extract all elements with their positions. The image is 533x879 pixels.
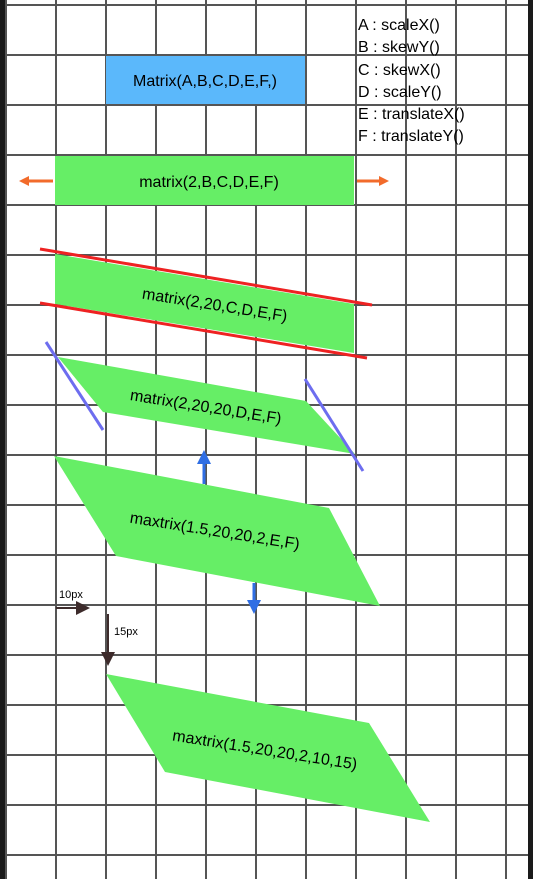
legend-item-c: C : skewX() bbox=[358, 62, 441, 79]
skew-x-right-line bbox=[303, 378, 365, 472]
offset-x-label: 10px bbox=[59, 589, 83, 601]
scale-x-label: matrix(2,B,C,D,E,F) bbox=[139, 174, 279, 191]
offset-x-indicator: 10px bbox=[56, 589, 90, 615]
scale-x-rect bbox=[55, 156, 354, 205]
skew-y-bottom-line bbox=[39, 301, 368, 360]
legend-item-f: F : translateY() bbox=[358, 128, 464, 145]
legend-item-a: A : scaleX() bbox=[358, 17, 440, 34]
skew-y-shape bbox=[55, 254, 354, 353]
skew-x-left-line bbox=[44, 341, 105, 431]
legend-item-e: E : translateX() bbox=[358, 106, 465, 123]
offset-y-indicator: 15px bbox=[101, 614, 138, 666]
translate-box: maxtrix(1.5,20,20,2,10,15) bbox=[106, 674, 430, 822]
frame-left bbox=[0, 0, 5, 879]
generic-matrix-rect bbox=[106, 56, 305, 104]
legend-item-b: B : skewY() bbox=[358, 39, 440, 56]
legend-item-d: D : scaleY() bbox=[358, 84, 442, 101]
skew-y-box: matrix(2,20,C,D,E,F) bbox=[55, 254, 354, 353]
frame-right bbox=[528, 0, 533, 879]
skew-y-top-line bbox=[39, 247, 373, 307]
generic-matrix-box: Matrix(A,B,C,D,E,F,) bbox=[106, 56, 305, 104]
scale-x-box: matrix(2,B,C,D,E,F) bbox=[55, 156, 354, 205]
translate-shape bbox=[106, 674, 430, 822]
generic-matrix-label: Matrix(A,B,C,D,E,F,) bbox=[133, 73, 277, 90]
scale-y-box: maxtrix(1.5,20,20,2,E,F) bbox=[54, 456, 380, 606]
skew-x-shape bbox=[58, 357, 355, 454]
scale-y-shape bbox=[54, 456, 380, 606]
offset-y-label: 15px bbox=[114, 626, 138, 638]
legend: A : scaleX() B : skewY() C : skewX() D :… bbox=[358, 17, 465, 145]
